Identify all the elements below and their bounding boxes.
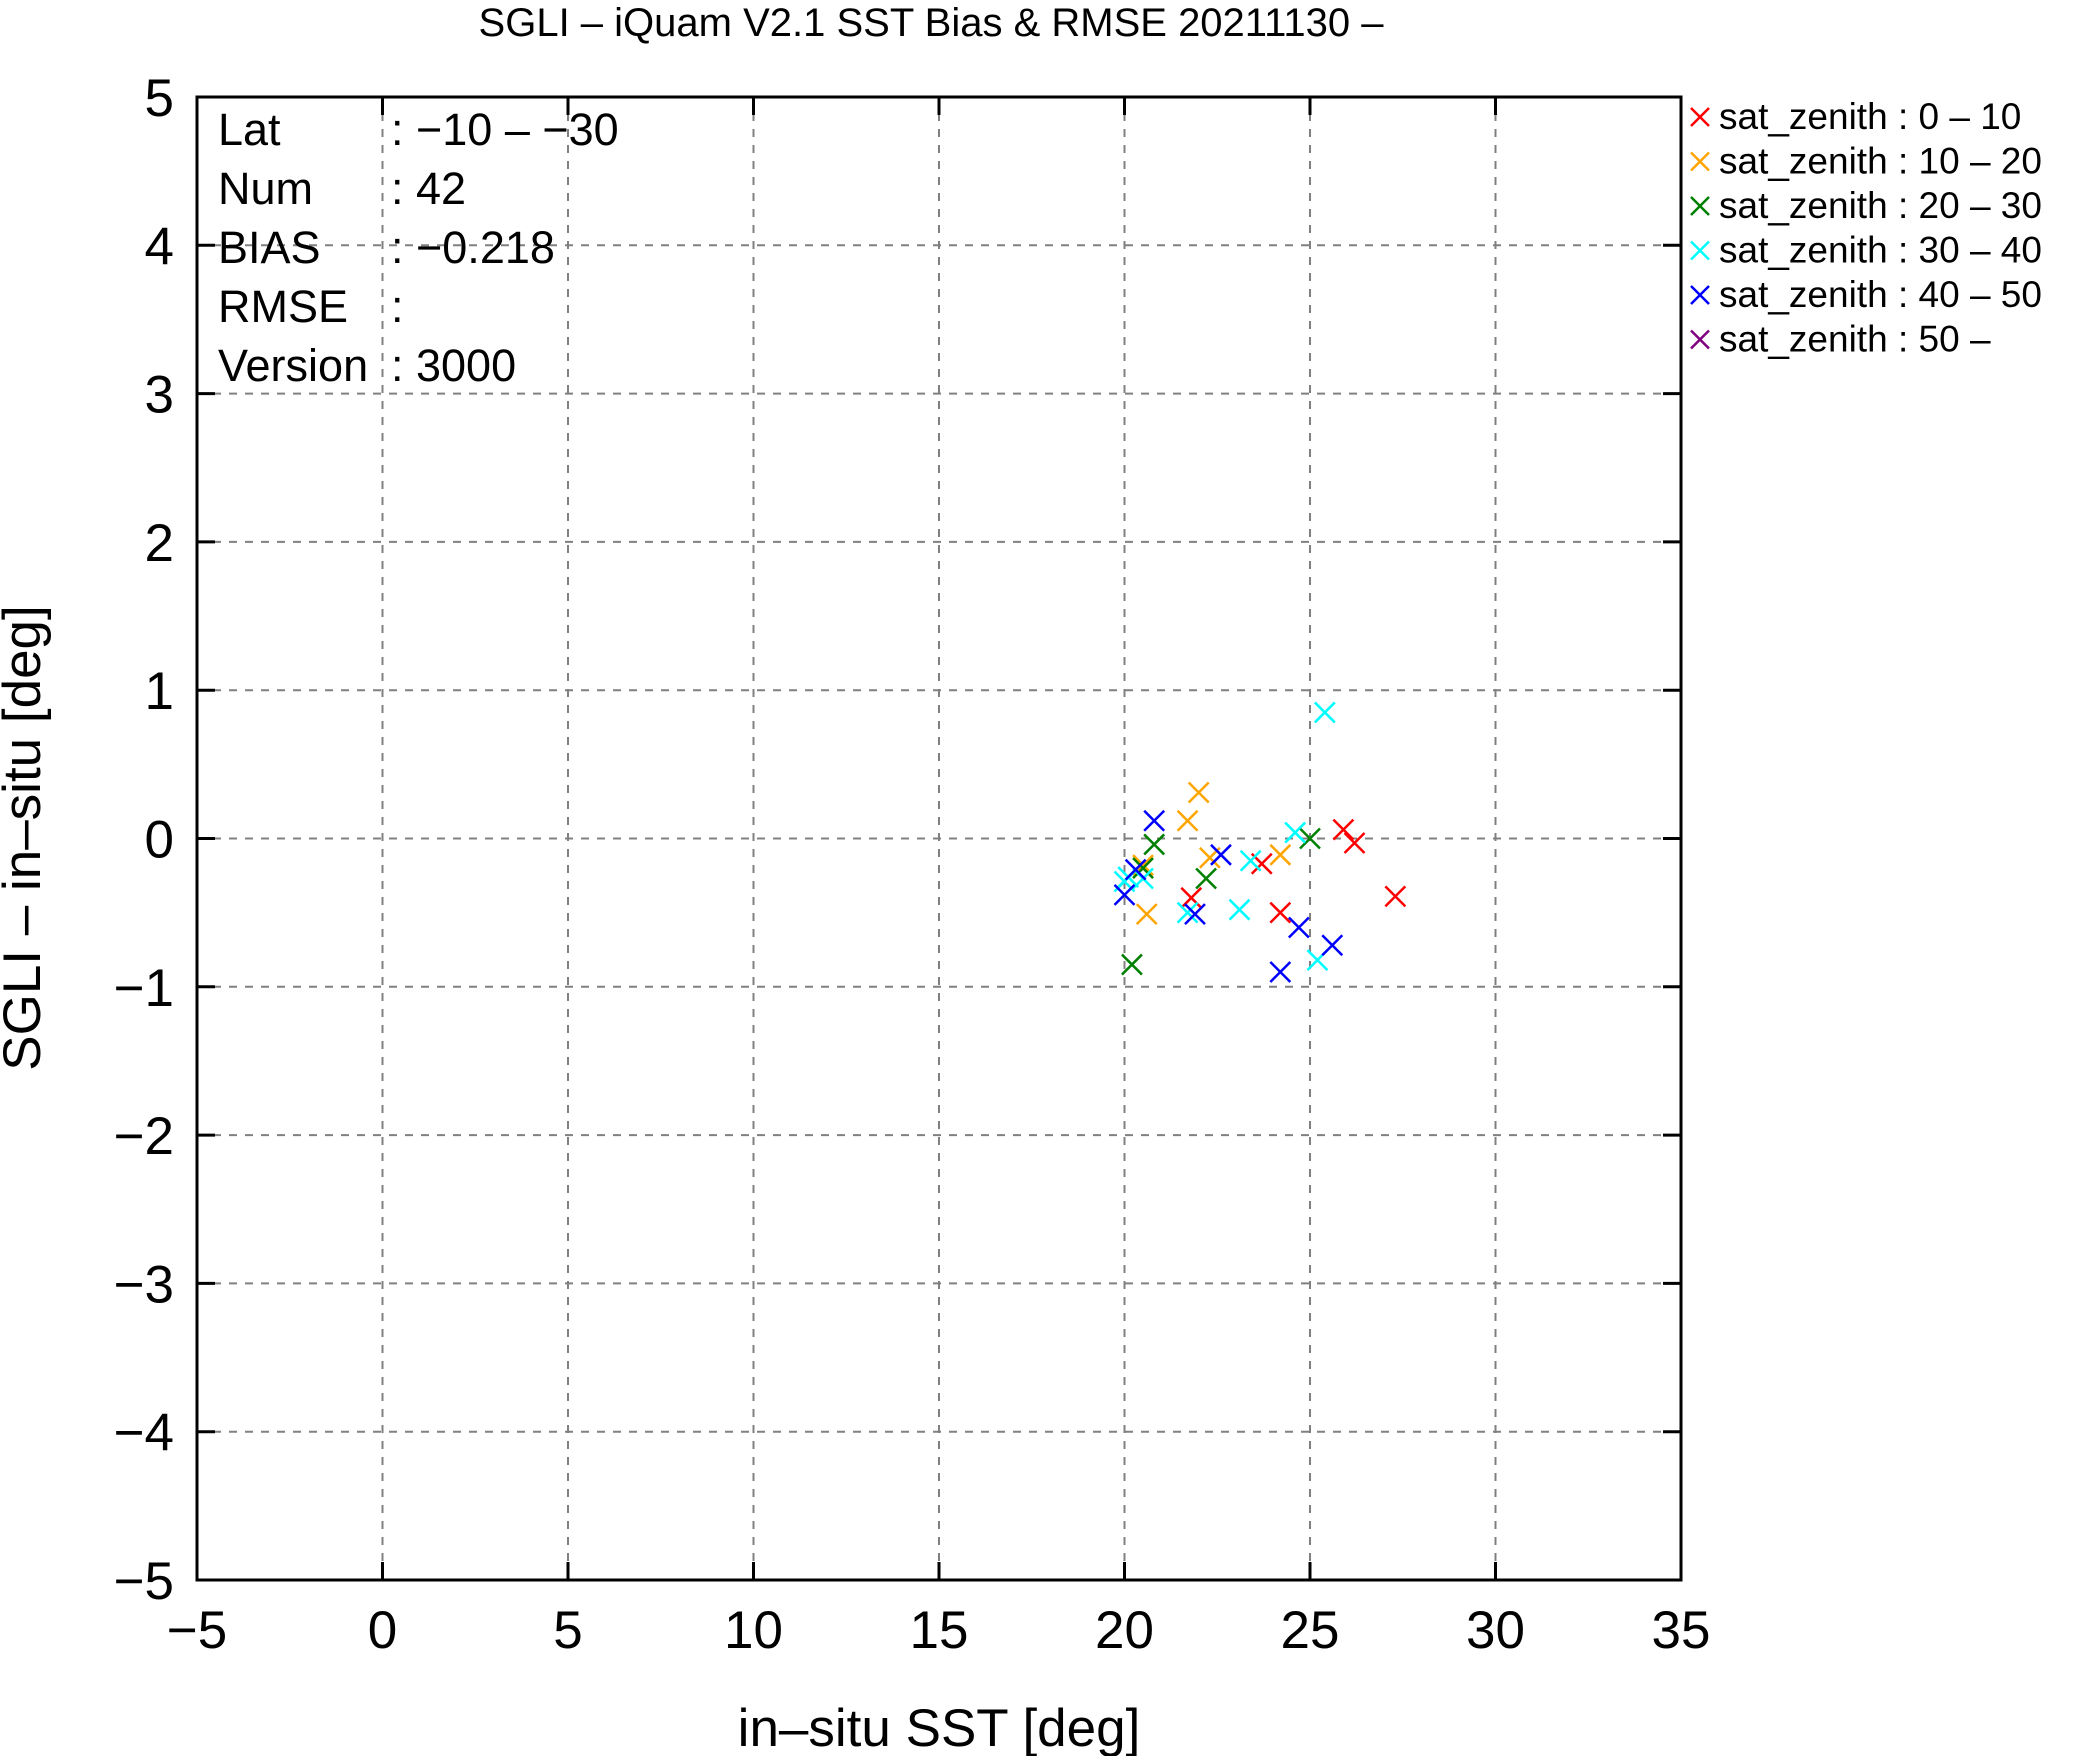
data-point (1143, 833, 1166, 856)
y-tick-label: 5 (145, 69, 174, 128)
legend-label: sat_zenith : 10 – 20 (1719, 141, 2042, 182)
legend-label: sat_zenith : 0 – 10 (1719, 96, 2021, 137)
y-tick-labels: −5 −4 −3 −2 −1 0 1 2 3 4 5 (114, 69, 174, 1611)
y-tick-label: 2 (145, 514, 174, 573)
y-tick-label: 3 (145, 366, 174, 425)
stat-key: Lat (218, 104, 281, 155)
data-point (1132, 857, 1154, 880)
y-tick-label: −5 (114, 1552, 174, 1611)
data-point (1299, 827, 1321, 850)
x-axis-label: in–situ SST [deg] (738, 1699, 1141, 1756)
y-tick-label: 1 (145, 662, 174, 721)
legend-label: sat_zenith : 30 – 40 (1719, 230, 2042, 271)
y-tick-label: −1 (114, 959, 174, 1018)
legend-entry: sat_zenith : 40 – 50 (1690, 274, 2042, 315)
data-point (1228, 898, 1251, 921)
data-point (1287, 916, 1310, 939)
stat-key: Version (218, 340, 368, 391)
data-point (1284, 821, 1307, 844)
stat-key: RMSE (218, 281, 348, 332)
legend-entry: sat_zenith : 10 – 20 (1690, 141, 2042, 182)
x-tick-label: 5 (553, 1601, 582, 1660)
stat-value: : (391, 281, 404, 332)
stats-box: Lat : −10 – −30 Num : 42 BIAS : −0.218 RMSE: Ve… (218, 104, 619, 391)
data-point (1332, 818, 1355, 841)
legend-entry: sat_zenith : 20 – 30 (1690, 185, 2042, 226)
legend-entry: sat_zenith : 0 – 10 (1690, 96, 2021, 137)
legend-marker (1690, 329, 1710, 350)
stat-value: : 42 (391, 163, 466, 214)
legend-label: sat_zenith : 50 – (1719, 319, 1991, 360)
data-point (1269, 961, 1292, 983)
legend-marker (1690, 285, 1710, 305)
chart-title: SGLI – iQuam V2.1 SST Bias & RMSE 202111… (479, 1, 1385, 45)
data-point (1187, 781, 1210, 804)
x-tick-labels: −5 0 5 10 15 20 25 30 35 (167, 1601, 1711, 1660)
data-point (1313, 701, 1336, 724)
x-tick-label: 0 (368, 1601, 397, 1660)
data-point (1184, 903, 1206, 926)
plot-frame (195, 95, 1683, 1582)
legend-marker (1690, 196, 1710, 216)
data-points (1113, 701, 1407, 983)
x-tick-label: 35 (1652, 1601, 1711, 1660)
y-tick-label: 4 (145, 217, 174, 276)
legend-marker (1690, 151, 1710, 172)
data-point (1135, 903, 1158, 926)
data-point (1195, 867, 1218, 890)
x-tick-label: 20 (1095, 1601, 1154, 1660)
legend-entry: sat_zenith : 30 – 40 (1690, 230, 2042, 271)
y-tick-label: 0 (145, 811, 174, 870)
data-point (1239, 849, 1262, 872)
data-point (1176, 901, 1199, 924)
data-point (1180, 886, 1203, 909)
x-tick-label: 25 (1281, 1601, 1340, 1660)
data-point (1124, 858, 1147, 881)
x-tick-label: 10 (724, 1601, 783, 1660)
data-point (1176, 809, 1199, 832)
data-point (1269, 901, 1292, 924)
data-point (1384, 885, 1407, 908)
legend-label: sat_zenith : 20 – 30 (1719, 185, 2042, 226)
y-tick-label: −3 (114, 1255, 174, 1314)
stat-value: : −0.218 (391, 222, 555, 273)
legend-marker (1690, 107, 1710, 127)
data-point (1321, 934, 1344, 957)
legend-marker (1690, 240, 1710, 261)
data-point (1343, 832, 1366, 854)
stat-key: BIAS (218, 222, 321, 273)
legend-label: sat_zenith : 40 – 50 (1719, 274, 2042, 315)
y-tick-label: −4 (114, 1404, 174, 1463)
y-tick-label: −2 (114, 1107, 174, 1166)
grid-lines (197, 97, 1681, 1580)
x-tick-label: 30 (1466, 1601, 1525, 1660)
stat-key: Num (218, 163, 313, 214)
x-tick-label: −5 (167, 1601, 227, 1660)
data-point (1269, 843, 1292, 866)
y-axis-label: SGLI – in–situ [deg] (0, 605, 52, 1071)
data-point (1113, 883, 1136, 906)
legend-entry: sat_zenith : 50 – (1690, 319, 1991, 360)
stat-value: : −10 – −30 (391, 104, 619, 155)
stat-value: : 3000 (391, 340, 516, 391)
x-tick-label: 15 (910, 1601, 969, 1660)
data-point (1143, 809, 1166, 832)
data-point (1210, 843, 1232, 866)
data-point (1121, 953, 1143, 976)
